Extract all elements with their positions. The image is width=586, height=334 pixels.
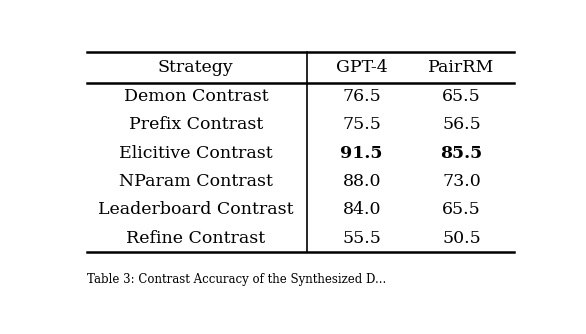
Text: Leaderboard Contrast: Leaderboard Contrast [98,201,294,218]
Text: 55.5: 55.5 [342,229,381,246]
Text: 88.0: 88.0 [342,173,381,190]
Text: Strategy: Strategy [158,58,234,75]
Text: 73.0: 73.0 [442,173,481,190]
Text: Prefix Contrast: Prefix Contrast [129,117,263,134]
Text: Table 3: Contrast Accuracy of the Synthesized D...: Table 3: Contrast Accuracy of the Synthe… [87,273,386,286]
Text: Refine Contrast: Refine Contrast [127,229,265,246]
Text: 85.5: 85.5 [441,145,483,162]
Text: 91.5: 91.5 [340,145,383,162]
Text: 50.5: 50.5 [442,229,481,246]
Text: PairRM: PairRM [428,58,495,75]
Text: 56.5: 56.5 [442,117,481,134]
Text: 65.5: 65.5 [442,201,481,218]
Text: 75.5: 75.5 [342,117,381,134]
Text: Demon Contrast: Demon Contrast [124,88,268,105]
Text: NParam Contrast: NParam Contrast [119,173,273,190]
Text: 65.5: 65.5 [442,88,481,105]
Text: Elicitive Contrast: Elicitive Contrast [119,145,272,162]
Text: GPT-4: GPT-4 [336,58,387,75]
Text: 84.0: 84.0 [342,201,381,218]
Text: 76.5: 76.5 [342,88,381,105]
